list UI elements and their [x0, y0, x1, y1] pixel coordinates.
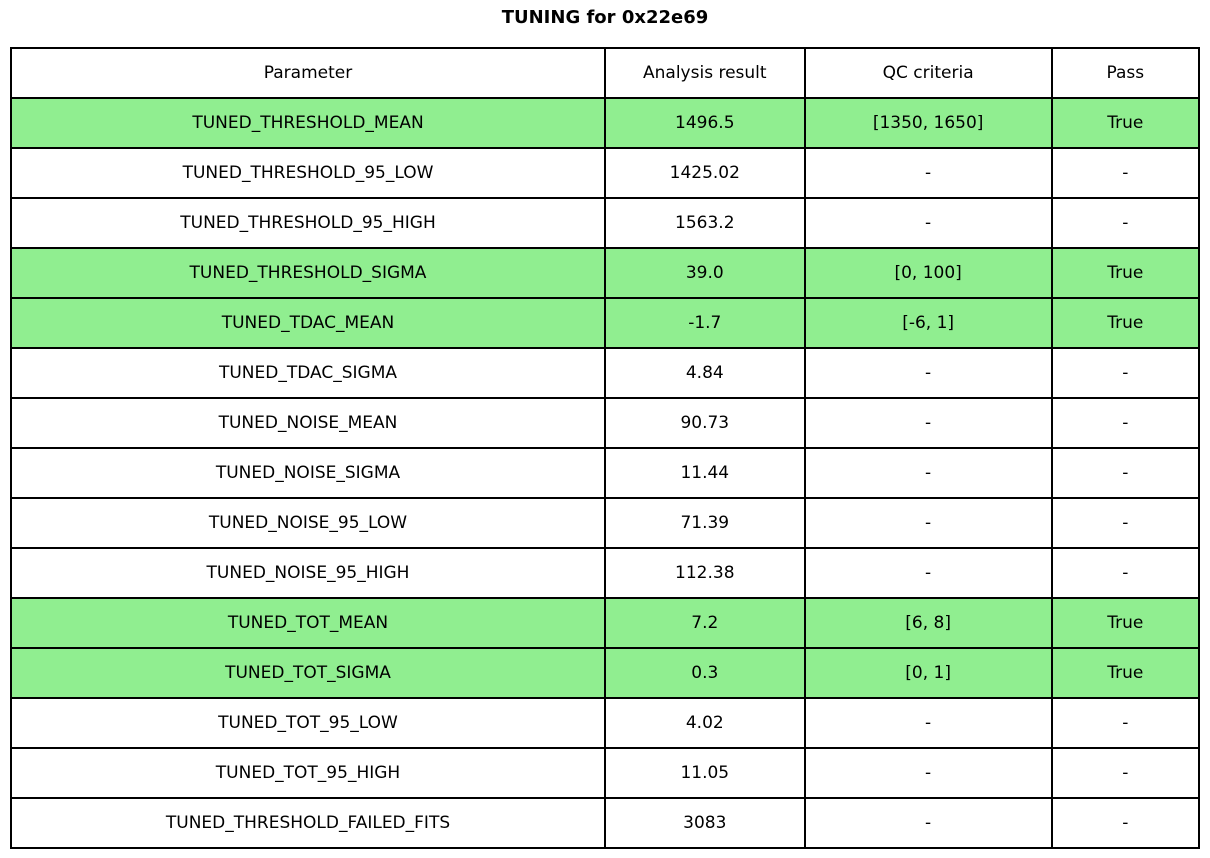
table-row: TUNED_THRESHOLD_SIGMA 39.0 [0, 100] True — [10, 247, 1201, 299]
pass-cell: True — [1050, 247, 1201, 299]
qc-criteria-cell: - — [803, 147, 1053, 199]
table-row: TUNED_NOISE_95_LOW 71.39- - — [10, 497, 1201, 549]
result-cell: -1.7 — [604, 297, 806, 349]
pass-cell: - — [1050, 797, 1201, 849]
pass-cell: True — [1050, 297, 1201, 349]
table-body: TUNED_THRESHOLD_MEAN 1496.5 [1350, 1650] Tr… — [10, 97, 1201, 849]
qc-criteria-cell: - — [803, 197, 1053, 249]
result-cell: 7.2 — [604, 597, 806, 649]
parameter-cell: TUNED_THRESHOLD_MEAN — [10, 97, 606, 149]
result-cell: 4.84 — [604, 347, 806, 399]
parameter-cell: TUNED_NOISE_95_LOW — [10, 497, 606, 549]
parameter-cell: TUNED_TOT_SIGMA — [10, 647, 606, 699]
result-cell: 0.3 — [604, 647, 806, 699]
table-row: TUNED_THRESHOLD_95_LOW 1425.02- - — [10, 147, 1201, 199]
qc-criteria-cell: - — [803, 497, 1053, 549]
qc-criteria-cell: - — [803, 797, 1053, 849]
result-cell: 1496.5 — [604, 97, 806, 149]
table-header: Parameter Analysis result QC criteria Pa… — [10, 47, 1201, 99]
qc-criteria-cell: [0, 1] — [803, 647, 1053, 699]
parameter-cell: TUNED_TOT_95_HIGH — [10, 747, 606, 799]
result-cell: 71.39 — [604, 497, 806, 549]
result-cell: 11.44 — [604, 447, 806, 499]
qc-criteria-cell: - — [803, 747, 1053, 799]
result-cell: 1425.02 — [604, 147, 806, 199]
qc-criteria-cell: [0, 100] — [803, 247, 1053, 299]
pass-cell: - — [1050, 547, 1201, 599]
pass-cell: - — [1050, 197, 1201, 249]
pass-cell: - — [1050, 747, 1201, 799]
pass-cell: - — [1050, 347, 1201, 399]
column-header-qc-criteria: QC criteria — [803, 47, 1053, 99]
qc-criteria-cell: - — [803, 347, 1053, 399]
parameter-cell: TUNED_NOISE_95_HIGH — [10, 547, 606, 599]
page-title: TUNING for 0x22e69 — [501, 7, 709, 28]
pass-cell: - — [1050, 147, 1201, 199]
pass-cell: True — [1050, 647, 1201, 699]
table-row: TUNED_NOISE_95_HIGH 112.38- - — [10, 547, 1201, 599]
parameter-cell: TUNED_NOISE_MEAN — [10, 397, 606, 449]
parameter-cell: TUNED_NOISE_SIGMA — [10, 447, 606, 499]
pass-cell: True — [1050, 97, 1201, 149]
qc-criteria-cell: - — [803, 547, 1053, 599]
column-header-pass: Pass — [1050, 47, 1201, 99]
pass-cell: - — [1050, 697, 1201, 749]
result-cell: 1563.2 — [604, 197, 806, 249]
qc-summary-table: Parameter Analysis result QC criteria Pa… — [10, 47, 1201, 849]
qc-criteria-cell: - — [803, 697, 1053, 749]
parameter-cell: TUNED_TOT_MEAN — [10, 597, 606, 649]
header-row: Parameter Analysis result QC criteria Pa… — [10, 47, 1201, 99]
qc-criteria-cell: [6, 8] — [803, 597, 1053, 649]
parameter-cell: TUNED_THRESHOLD_SIGMA — [10, 247, 606, 299]
parameter-cell: TUNED_THRESHOLD_FAILED_FITS — [10, 797, 606, 849]
qc-criteria-cell: - — [803, 447, 1053, 499]
column-header-analysis-result: Analysis result — [604, 47, 806, 99]
result-cell: 112.38 — [604, 547, 806, 599]
table-row: TUNED_TOT_95_HIGH 11.05- - — [10, 747, 1201, 799]
pass-cell: - — [1050, 497, 1201, 549]
qc-criteria-cell: - — [803, 397, 1053, 449]
qc-criteria-cell: [1350, 1650] — [803, 97, 1053, 149]
table-row: TUNED_THRESHOLD_FAILED_FITS 3083- - — [10, 797, 1201, 849]
table-row: TUNED_TOT_SIGMA 0.3 [0, 1] True — [10, 647, 1201, 699]
result-cell: 3083 — [604, 797, 806, 849]
table-row: TUNED_THRESHOLD_95_HIGH 1563.2- - — [10, 197, 1201, 249]
table-row: TUNED_TDAC_SIGMA 4.84- - — [10, 347, 1201, 399]
result-cell: 4.02 — [604, 697, 806, 749]
pass-cell: - — [1050, 447, 1201, 499]
result-cell: 11.05 — [604, 747, 806, 799]
table-row: TUNED_TOT_95_LOW 4.02- - — [10, 697, 1201, 749]
table-row: TUNED_NOISE_SIGMA 11.44- - — [10, 447, 1201, 499]
parameter-cell: TUNED_THRESHOLD_95_HIGH — [10, 197, 606, 249]
table-row: TUNED_NOISE_MEAN 90.73- - — [10, 397, 1201, 449]
pass-cell: - — [1050, 397, 1201, 449]
column-header-parameter: Parameter — [10, 47, 606, 99]
parameter-cell: TUNED_TDAC_SIGMA — [10, 347, 606, 399]
table-row: TUNED_TDAC_MEAN -1.7 [-6, 1] True — [10, 297, 1201, 349]
parameter-cell: TUNED_TDAC_MEAN — [10, 297, 606, 349]
result-cell: 90.73 — [604, 397, 806, 449]
result-cell: 39.0 — [604, 247, 806, 299]
qc-criteria-cell: [-6, 1] — [803, 297, 1053, 349]
table-row: TUNED_TOT_MEAN 7.2 [6, 8] True — [10, 597, 1201, 649]
parameter-cell: TUNED_TOT_95_LOW — [10, 697, 606, 749]
pass-cell: True — [1050, 597, 1201, 649]
table-row: TUNED_THRESHOLD_MEAN 1496.5 [1350, 1650] Tr… — [10, 97, 1201, 149]
parameter-cell: TUNED_THRESHOLD_95_LOW — [10, 147, 606, 199]
